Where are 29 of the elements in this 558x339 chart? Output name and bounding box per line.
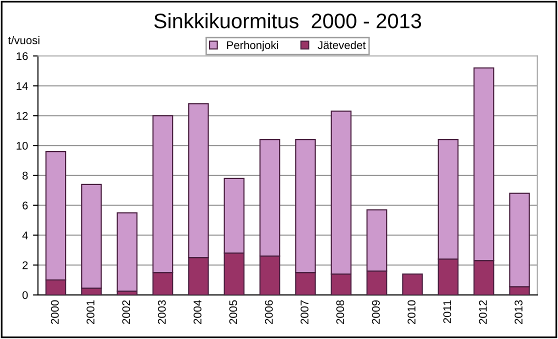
- x-tick-label: 2001: [86, 300, 94, 324]
- chart-title: Sinkkikuormitus 2000 - 2013: [154, 13, 422, 28]
- x-tick-label: 2009: [372, 300, 380, 324]
- bar: [402, 273, 423, 295]
- x-tick-label: 2004: [194, 300, 202, 324]
- bar: [116, 212, 138, 292]
- x-tick-label: 2005: [229, 300, 238, 324]
- legend-label: Perhonjoki: [227, 40, 278, 52]
- x-tick-label: 2006: [264, 300, 273, 324]
- x-tick-label: 2012: [478, 300, 487, 324]
- y-tick-label: 6: [22, 202, 28, 210]
- y-tick-label: 4: [22, 232, 28, 240]
- y-tick-label: 8: [22, 172, 28, 180]
- x-tick-label: 2000: [50, 300, 59, 324]
- x-tick-label: 2010: [408, 300, 416, 324]
- x-tick-label: 2008: [336, 300, 344, 324]
- x-tick-label: 2011: [443, 300, 452, 324]
- x-tick-label: 2002: [122, 300, 130, 324]
- x-tick-label: 2003: [158, 300, 166, 324]
- y-tick-label: 12: [16, 112, 28, 120]
- y-tick-label: 10: [16, 142, 28, 150]
- y-tick-label: 14: [16, 82, 28, 90]
- y-tick-label: 0: [22, 291, 28, 300]
- x-tick-label: 2007: [300, 300, 308, 324]
- x-tick-label: 2013: [514, 300, 522, 324]
- y-axis-title: t/vuosi: [8, 36, 40, 44]
- y-tick-label: 16: [16, 52, 28, 60]
- legend-label: Jätevedet: [318, 40, 366, 50]
- y-tick-label: 2: [22, 261, 28, 270]
